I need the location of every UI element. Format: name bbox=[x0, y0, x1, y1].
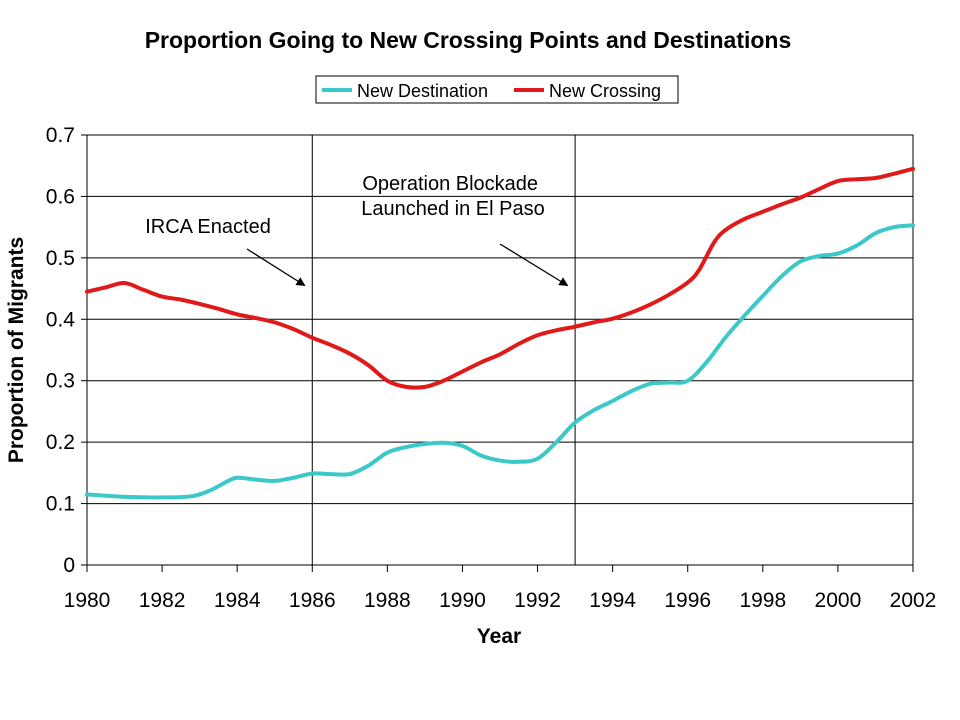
y-tick-label: 0.3 bbox=[46, 370, 75, 393]
annotation-blockade-line-1: Operation Blockade bbox=[362, 173, 538, 195]
x-tick-label: 2000 bbox=[815, 589, 862, 612]
annotation-irca-arrow bbox=[246, 248, 306, 287]
y-tick-label: 0 bbox=[63, 554, 75, 577]
x-tick-label: 1994 bbox=[589, 589, 636, 612]
annotation-irca-line: IRCA Enacted bbox=[145, 216, 271, 238]
annotation-blockade-line-2: Launched in El Paso bbox=[361, 198, 544, 220]
plot-frame bbox=[86, 134, 914, 566]
y-tick-label: 0.6 bbox=[46, 185, 75, 208]
chart-title: Proportion Going to New Crossing Points … bbox=[145, 27, 792, 53]
x-tick-label: 1996 bbox=[664, 589, 711, 612]
annotation-blockade-arrow bbox=[499, 243, 569, 287]
legend-label-new-destination: New Destination bbox=[357, 81, 488, 101]
y-tick-label: 0.4 bbox=[46, 308, 76, 331]
x-tick-label: 1990 bbox=[439, 589, 486, 612]
x-tick-label: 1998 bbox=[739, 589, 786, 612]
x-tick-label: 1982 bbox=[139, 589, 186, 612]
y-tick-label: 0.1 bbox=[46, 493, 75, 516]
legend: New Destination New Crossing bbox=[315, 75, 679, 104]
annotation-irca: IRCA Enacted bbox=[145, 216, 271, 238]
x-tick-label: 1986 bbox=[289, 589, 336, 612]
x-tick-label: 1984 bbox=[214, 589, 261, 612]
y-tick-label: 0.7 bbox=[46, 124, 75, 147]
x-tick-label: 1980 bbox=[64, 589, 111, 612]
y-tick-label: 0.5 bbox=[46, 247, 75, 270]
x-tick-label: 1992 bbox=[514, 589, 561, 612]
x-axis-label: Year bbox=[477, 625, 521, 648]
y-axis-label: Proportion of Migrants bbox=[5, 237, 28, 463]
x-tick-label: 1988 bbox=[364, 589, 411, 612]
legend-box bbox=[315, 75, 679, 104]
series-line-new-crossing bbox=[85, 166, 915, 390]
x-tick-label: 2002 bbox=[890, 589, 937, 612]
annotation-blockade: Operation Blockade Launched in El Paso bbox=[361, 173, 544, 220]
plot-area: 0 0.1 0.2 0.3 0.4 0.5 0.6 0.7 1980 1982 1984 1986 19… bbox=[46, 124, 937, 612]
y-tick-label: 0.2 bbox=[46, 431, 75, 454]
legend-label-new-crossing: New Crossing bbox=[549, 81, 661, 101]
series-line-new-destination bbox=[85, 223, 915, 500]
